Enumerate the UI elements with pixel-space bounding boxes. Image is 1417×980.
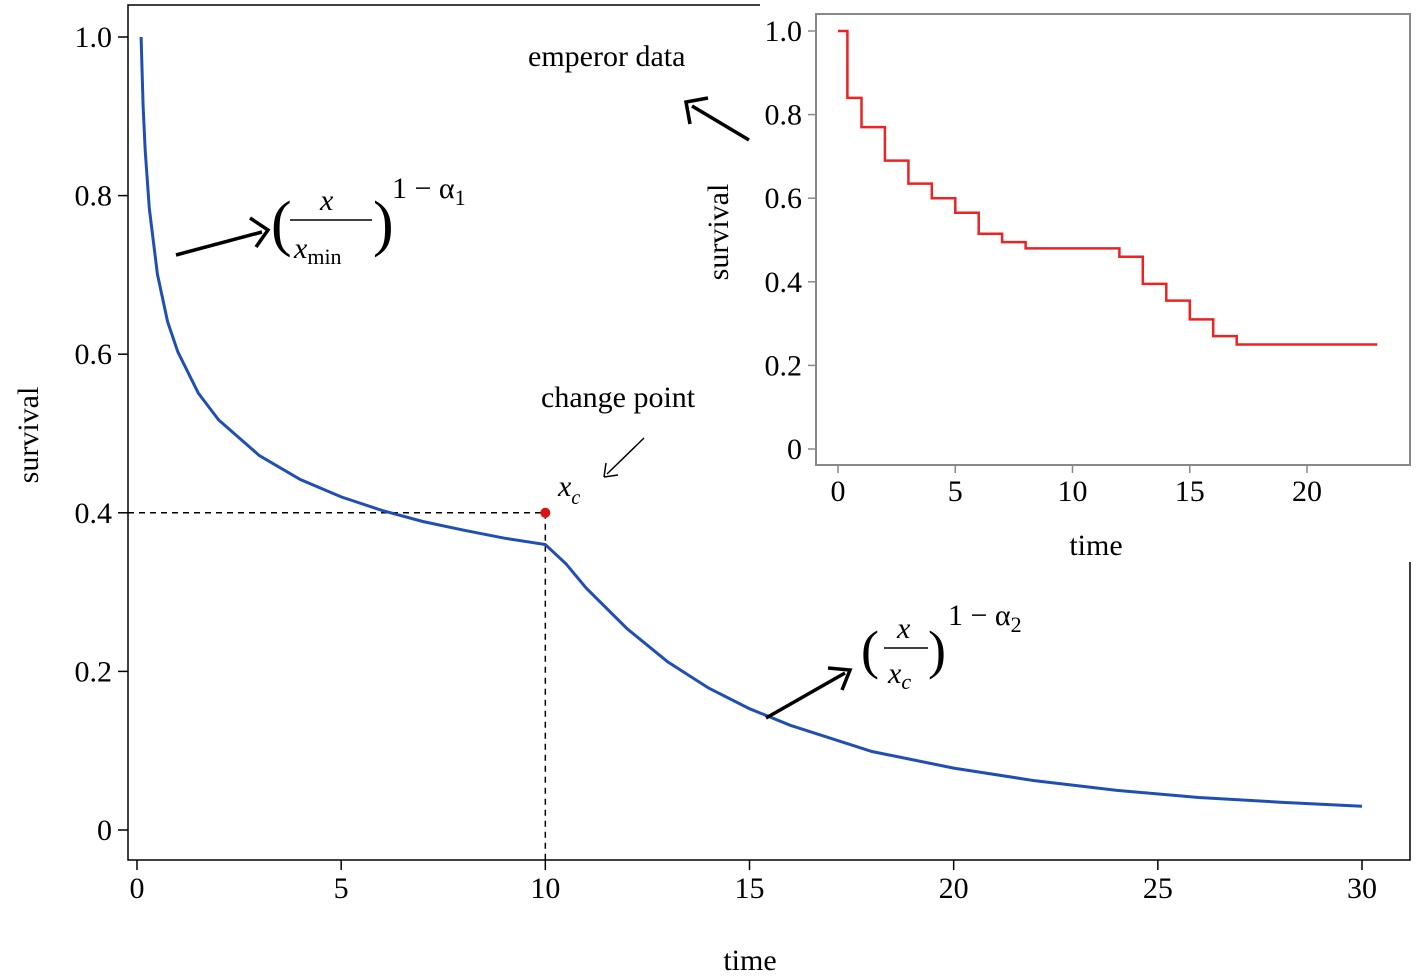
inset-label-arrow-head	[683, 96, 709, 125]
main-x-tick-label: 0	[130, 872, 145, 905]
inset-y-tick-label: 1.0	[765, 15, 803, 48]
formula-1-left-paren: (	[271, 190, 292, 258]
main-x-axis: 0 5 10 15 20 25 30	[130, 860, 1377, 905]
inset-y-axis-label: survival	[702, 184, 735, 281]
formula-1-numerator: x	[319, 184, 334, 217]
change-point-marker	[540, 507, 551, 518]
formula-1: ( x xmin ) 1 − α1	[271, 172, 466, 269]
main-y-tick-label: 0.6	[75, 338, 113, 371]
inset-x-tick-label: 10	[1058, 475, 1088, 508]
formula-2: ( x xc ) 1 − α2	[861, 599, 1022, 694]
main-x-tick-label: 10	[530, 872, 560, 905]
main-y-tick-label: 0.2	[75, 655, 113, 688]
inset-y-tick-label: 0.4	[765, 266, 803, 299]
main-y-axis: 0 0.2 0.4 0.6 0.8 1.0	[75, 21, 128, 847]
formula-2-numerator: x	[896, 612, 911, 645]
inset-label-arrow-shaft	[691, 104, 750, 142]
formula-1-right-paren: )	[373, 190, 394, 258]
main-x-tick-label: 15	[735, 872, 765, 905]
formula-1-arrow-shaft	[175, 230, 263, 257]
formula-2-arrow-head	[827, 666, 853, 691]
formula-1-denominator: xmin	[293, 232, 342, 269]
inset-chart: 0 5 10 15 20 00.20.40.60.81.0 time survival …	[528, 2, 1415, 562]
inset-x-tick-label: 5	[948, 475, 963, 508]
main-series-line	[139, 36, 1363, 808]
inset-label: emperor data	[528, 40, 685, 73]
inset-y-tick-label: 0.6	[765, 182, 803, 215]
formula-2-right-paren: )	[928, 620, 946, 680]
formula-2-arrow-shaft	[765, 671, 846, 720]
change-point-arrow-shaft	[606, 437, 645, 475]
inset-y-axis: 0 0.2 0.4 0.6 0.8 1.0	[765, 15, 816, 466]
formula-2-denominator: xc	[887, 657, 911, 694]
main-x-tick-label: 25	[1143, 872, 1173, 905]
main-x-tick-label: 30	[1347, 872, 1377, 905]
inset-x-tick-label: 0	[831, 475, 846, 508]
inset-plot-frame	[815, 13, 1411, 466]
main-x-axis-label: time	[723, 944, 776, 977]
inset-x-tick-label: 15	[1175, 475, 1205, 508]
main-x-tick-label: 5	[334, 872, 349, 905]
main-y-tick-label: 0.8	[75, 180, 113, 213]
inset-x-axis-label: time	[1069, 529, 1122, 562]
formula-2-left-paren: (	[861, 620, 879, 680]
change-point-label: change point	[541, 381, 696, 414]
main-y-tick-label: 0	[97, 814, 112, 847]
main-x-tick-label: 20	[939, 872, 969, 905]
main-y-axis-label: survival	[12, 387, 45, 484]
formula-1-arrow-head	[249, 216, 271, 249]
inset-y-tick-label: 0	[787, 433, 802, 466]
main-y-tick-label: 0.4	[75, 497, 113, 530]
inset-x-axis: 0 5 10 15 20	[831, 465, 1322, 508]
inset-background	[760, 2, 1415, 562]
main-y-tick-label: 1.0	[75, 21, 113, 54]
inset-y-tick-label: 0.2	[765, 349, 803, 382]
inset-x-tick-label: 20	[1292, 475, 1322, 508]
formula-1-exponent: 1 − α1	[392, 172, 466, 210]
main-chart: 0 5 10 15 20 25 30 0 0.2 0.4 0.6 0.8 1.0 time survi…	[12, 4, 1411, 977]
formula-2-exponent: 1 − α2	[948, 599, 1022, 637]
inset-y-tick-label: 0.8	[765, 99, 803, 132]
change-point-arrow-head	[603, 462, 619, 478]
xc-label: xc	[557, 470, 580, 509]
inset-series-step-line	[838, 29, 1378, 346]
